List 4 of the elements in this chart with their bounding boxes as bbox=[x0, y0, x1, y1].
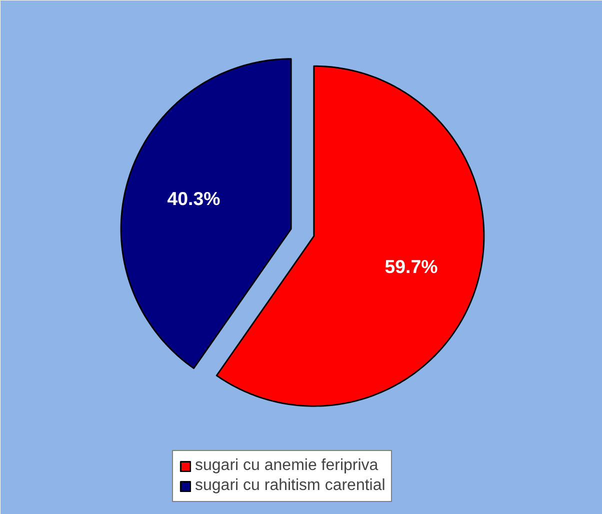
data-label: 40.3% bbox=[167, 188, 221, 209]
legend-label: sugari cu rahitism carential bbox=[195, 477, 386, 495]
legend-label: sugari cu anemie feripriva bbox=[195, 457, 378, 475]
data-label: 59.7% bbox=[384, 256, 438, 278]
